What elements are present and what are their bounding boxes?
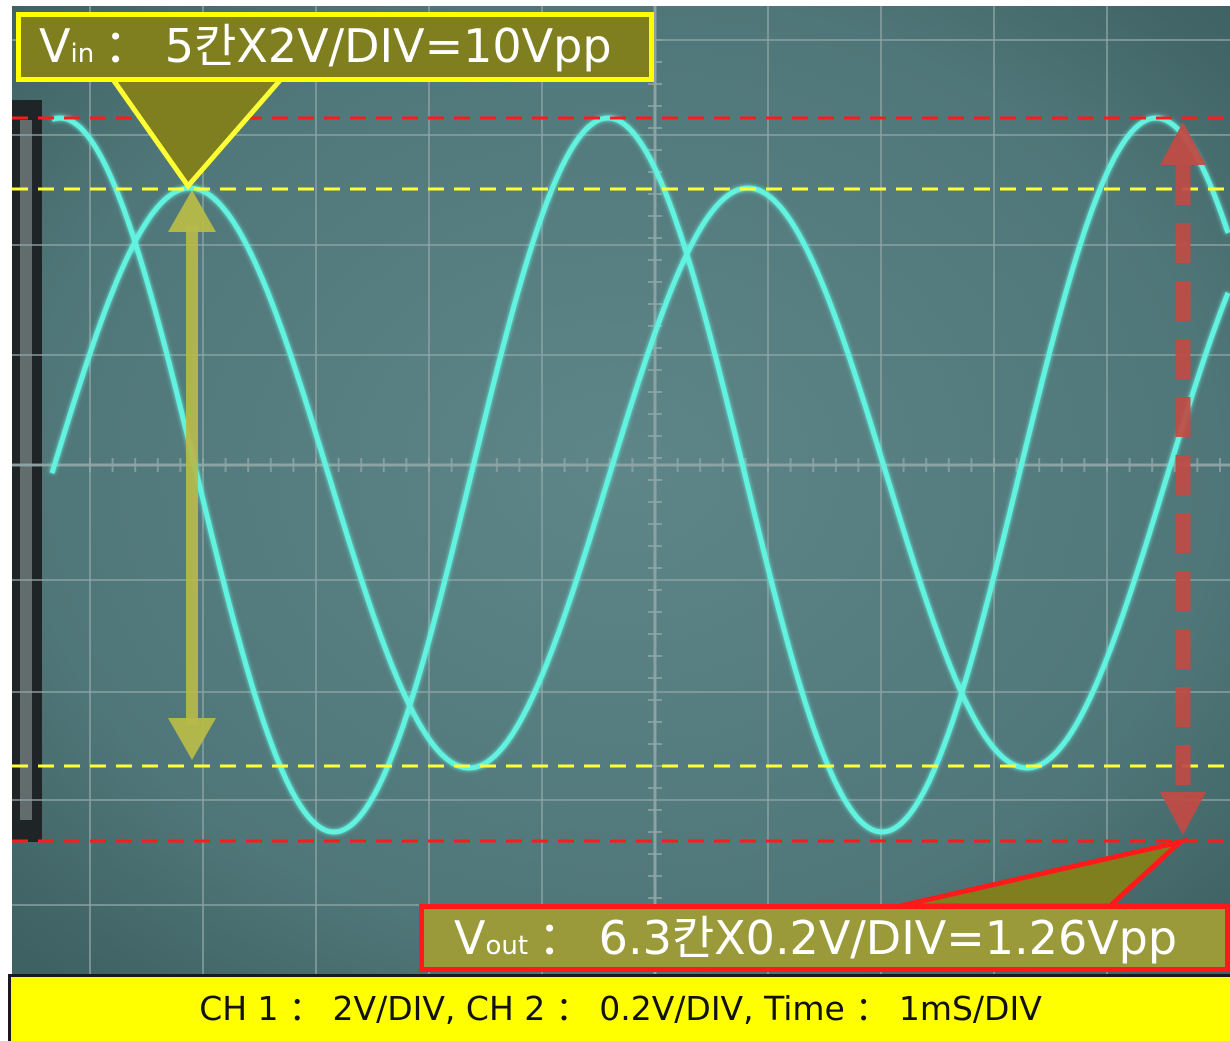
channel-1-trace [51,115,1230,835]
vin-subscript: in [70,39,95,69]
vout-callout: Vout ： 6.3칸X0.2V/DIV=1.26Vpp [419,904,1230,972]
graticule [12,6,1230,974]
scope-settings-text: CH 1 ： 2V/DIV, CH 2 ： 0.2V/DIV, Time ： 1… [199,989,1042,1028]
vout-symbol: V [454,911,486,965]
vout-measurement: ： 6.3칸X0.2V/DIV=1.26Vpp [538,911,1178,965]
screen-background [12,6,1230,974]
scope-settings-bar: CH 1 ： 2V/DIV, CH 2 ： 0.2V/DIV, Time ： 1… [8,974,1230,1041]
vin-arrow-head-down [168,718,216,760]
vin-symbol: V [39,19,71,73]
vout-arrow-head-down [1160,792,1206,835]
vin-measurement: ： 5칸X2V/DIV=10Vpp [104,19,612,73]
amplitude-arrows [168,122,1206,835]
vin-callout: Vin ： 5칸X2V/DIV=10Vpp [16,12,654,82]
vout-arrow-head-up [1160,122,1206,165]
vout-subscript: out [485,931,529,961]
vin-arrow-head-up [168,190,216,232]
level-markers [12,116,1230,843]
